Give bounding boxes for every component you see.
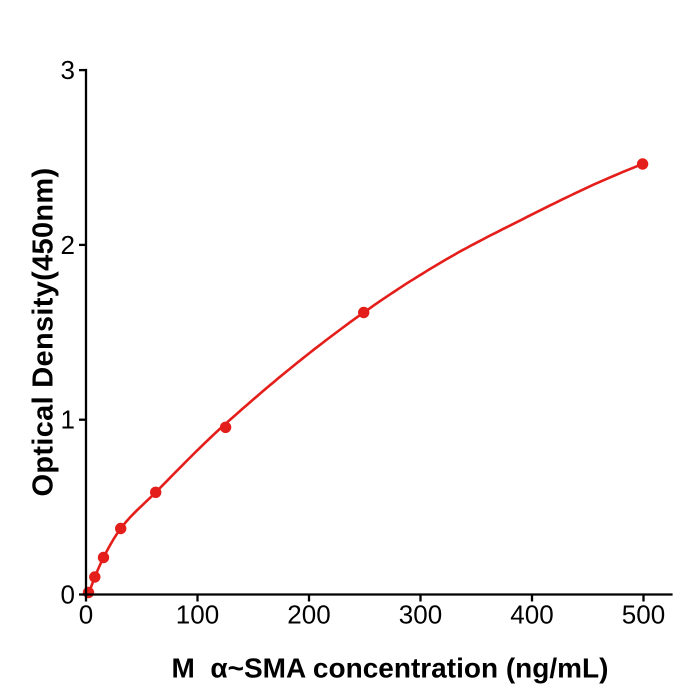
- svg-text:100: 100: [176, 600, 219, 630]
- svg-text:M α~SMA concentration (ng/mL): M α~SMA concentration (ng/mL): [172, 653, 609, 684]
- svg-text:3: 3: [61, 55, 75, 85]
- svg-text:200: 200: [287, 600, 330, 630]
- svg-text:0: 0: [79, 600, 93, 630]
- svg-text:2: 2: [61, 230, 75, 260]
- svg-text:300: 300: [399, 600, 442, 630]
- svg-text:0: 0: [61, 580, 75, 610]
- svg-text:1: 1: [61, 405, 75, 435]
- svg-text:500: 500: [622, 600, 665, 630]
- svg-text:Optical Density(450nm): Optical Density(450nm): [28, 168, 60, 497]
- svg-text:400: 400: [510, 600, 553, 630]
